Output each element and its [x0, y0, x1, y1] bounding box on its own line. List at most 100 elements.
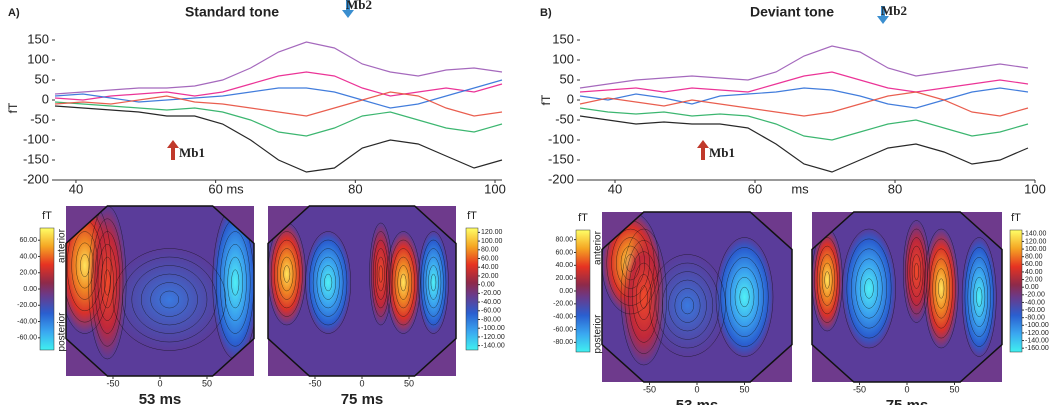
contour	[846, 238, 892, 339]
contour	[859, 268, 879, 309]
colorbar-label: fT	[578, 212, 588, 224]
colorbar	[1009, 229, 1023, 353]
contour	[923, 228, 959, 349]
field-blob	[268, 223, 306, 325]
contour	[112, 248, 227, 351]
x-tick-label: -50	[643, 384, 656, 394]
contour	[909, 245, 924, 298]
x-tick-label: 40	[608, 181, 622, 196]
colorbar-tick-label: 60.00	[1025, 261, 1043, 268]
x-tick-label: -50	[308, 378, 321, 388]
contour	[964, 247, 994, 347]
colorbar-tick-label: 100.00	[1025, 246, 1047, 253]
field-blob	[418, 231, 449, 334]
contour	[967, 257, 991, 337]
x-tick-label: 50	[404, 378, 414, 388]
colorbar-tick-label: 120.00	[1025, 238, 1047, 245]
x-tick-label: 100	[1024, 181, 1046, 196]
colorbar-tick-label: 60.00	[481, 255, 499, 262]
y-tick-label: -100	[548, 131, 574, 146]
contour	[907, 237, 926, 306]
y-tick-label: 100	[27, 51, 49, 66]
x-tick-label: 60	[208, 181, 222, 196]
contour	[851, 248, 887, 329]
contour	[821, 262, 833, 298]
axis-label: posterior	[57, 312, 68, 352]
contour	[371, 231, 391, 317]
map-title: 75 ms	[886, 397, 929, 405]
contour	[973, 276, 986, 318]
trace	[54, 91, 503, 117]
contour	[71, 231, 99, 300]
contour	[739, 286, 750, 308]
arrow	[167, 140, 179, 160]
trace	[54, 71, 503, 101]
contour	[655, 262, 720, 349]
colorbar-tick-label: -60.00	[553, 326, 573, 333]
contour	[842, 228, 896, 349]
colorbar-tick-label: -140.00	[481, 342, 505, 349]
annotation: Mb1	[179, 145, 205, 160]
arrow	[877, 6, 889, 24]
contour	[734, 276, 755, 318]
colorbar-tick-label: -40.00	[17, 318, 37, 325]
map-outline	[601, 211, 793, 383]
contour	[400, 273, 407, 292]
colorbar-tick-label: 0.00	[23, 286, 37, 293]
field-blob	[812, 229, 843, 331]
contour	[373, 239, 389, 309]
trace	[579, 115, 1029, 173]
colorbar-tick-label: 120.00	[481, 229, 503, 236]
colorbar-tick-label: 40.00	[481, 264, 499, 271]
contour	[628, 251, 660, 343]
contour	[122, 256, 217, 343]
contour	[309, 239, 348, 326]
x-axis-label: ms	[226, 181, 244, 196]
contour	[376, 256, 385, 292]
contour	[905, 228, 928, 315]
contour	[394, 256, 413, 309]
colorbar-tick-label: 0.00	[481, 281, 495, 288]
trace	[579, 45, 1029, 89]
colorbar-tick-label: 40.00	[1025, 269, 1043, 276]
contour	[324, 273, 333, 292]
colorbar-tick-label: -120.00	[481, 334, 505, 341]
contour	[674, 288, 701, 323]
colorbar-tick-label: -40.00	[481, 299, 501, 306]
contour	[932, 258, 951, 319]
contour	[649, 254, 726, 357]
colorbar-tick-label: -20.00	[553, 301, 573, 308]
contour	[378, 265, 383, 283]
contour	[935, 268, 948, 309]
contour	[280, 256, 294, 292]
contour	[661, 271, 714, 340]
contour	[824, 271, 830, 289]
field-blob	[962, 237, 997, 357]
trace	[54, 79, 503, 109]
y-tick-label: -50	[555, 111, 574, 126]
contour	[97, 244, 118, 321]
field-blob	[924, 229, 959, 348]
map-outline	[811, 211, 1003, 383]
colorbar-tick-label: -20.00	[1025, 292, 1045, 299]
trace	[579, 107, 1029, 141]
colorbar-tick-label: 40.00	[19, 253, 37, 260]
y-tick-label: 50	[560, 71, 574, 86]
contour	[277, 248, 297, 300]
x-tick-label: 60	[748, 181, 762, 196]
contour	[418, 231, 449, 334]
x-tick-label: -50	[853, 384, 866, 394]
contour	[219, 231, 251, 334]
contour	[720, 247, 769, 347]
x-tick-label: 0	[694, 384, 699, 394]
y-tick-label: -150	[548, 151, 574, 166]
colorbar-tick-label: 80.00	[555, 236, 573, 243]
contour	[389, 239, 418, 326]
trace	[54, 105, 503, 173]
contour	[270, 231, 303, 317]
colorbar-tick-label: -140.00	[1025, 337, 1049, 344]
contour	[231, 269, 240, 296]
x-tick-label: 100	[484, 181, 506, 196]
contour	[635, 274, 652, 320]
